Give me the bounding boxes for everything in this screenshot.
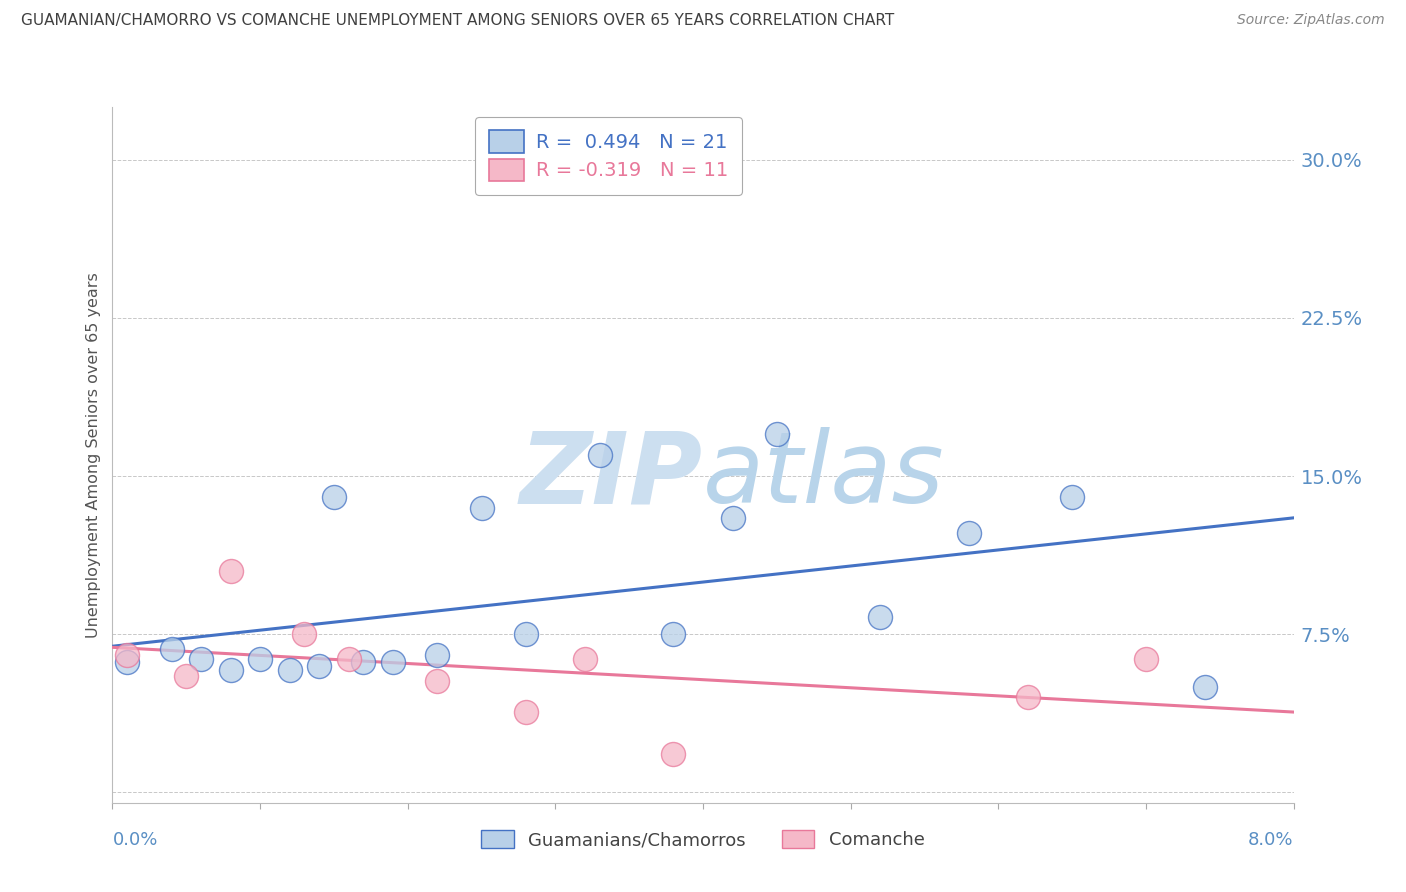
Point [721, 511, 744, 525]
Point [117, 655, 138, 669]
Point [337, 652, 360, 666]
Point [765, 426, 787, 441]
Point [278, 663, 301, 677]
Text: Source: ZipAtlas.com: Source: ZipAtlas.com [1237, 13, 1385, 28]
Y-axis label: Unemployment Among Seniors over 65 years: Unemployment Among Seniors over 65 years [86, 272, 101, 638]
Point [426, 648, 449, 663]
Text: ZIP: ZIP [520, 427, 703, 524]
Point [249, 652, 271, 666]
Point [352, 655, 374, 669]
Point [515, 627, 537, 641]
Point [190, 652, 212, 666]
Point [382, 655, 405, 669]
Point [869, 610, 891, 624]
Point [323, 490, 346, 504]
Point [1194, 680, 1216, 694]
Point [219, 564, 242, 578]
Point [1017, 690, 1039, 705]
Point [662, 627, 685, 641]
Point [174, 669, 197, 683]
Point [308, 658, 330, 673]
Point [957, 525, 980, 540]
Text: 0.0%: 0.0% [112, 830, 157, 848]
Text: GUAMANIAN/CHAMORRO VS COMANCHE UNEMPLOYMENT AMONG SENIORS OVER 65 YEARS CORRELAT: GUAMANIAN/CHAMORRO VS COMANCHE UNEMPLOYM… [21, 13, 894, 29]
Text: atlas: atlas [703, 427, 945, 524]
Point [662, 747, 685, 762]
Point [1135, 652, 1157, 666]
Point [292, 627, 315, 641]
Text: 8.0%: 8.0% [1249, 830, 1294, 848]
Point [471, 500, 494, 515]
Point [515, 705, 537, 719]
Point [574, 652, 596, 666]
Point [1062, 490, 1084, 504]
Point [117, 648, 138, 663]
Point [160, 641, 183, 656]
Point [219, 663, 242, 677]
Point [588, 448, 610, 462]
Point [426, 673, 449, 688]
Legend: Guamanians/Chamorros, Comanche: Guamanians/Chamorros, Comanche [474, 822, 932, 856]
